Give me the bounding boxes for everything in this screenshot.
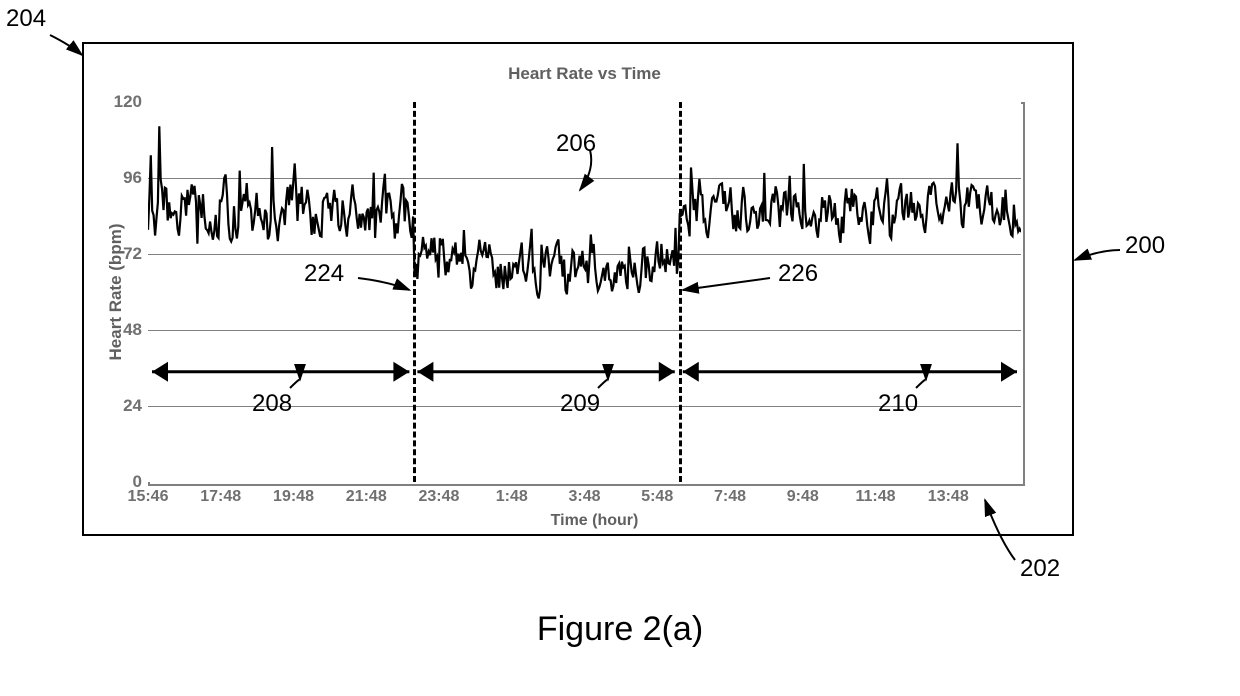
leader-line [50,35,82,55]
ytick-label: 96 [110,168,142,188]
xtick-label: 5:48 [641,488,673,506]
xtick-label: 19:48 [273,488,314,506]
callout-224: 224 [304,260,344,288]
xtick-label: 23:48 [419,488,460,506]
callout-208: 208 [252,390,292,418]
xtick-label: 1:48 [496,488,528,506]
callout-209: 209 [560,390,600,418]
callout-206: 206 [556,130,596,158]
callout-204: 204 [6,5,46,33]
xtick-label: 11:48 [855,488,895,506]
page: { "figure": { "caption": "Figure 2(a)", … [0,0,1240,696]
xtick-label: 13:48 [928,488,969,506]
segment-arrow [683,362,1017,382]
chart-svg [148,102,1021,482]
chart-title: Heart Rate vs Time [148,64,1021,84]
leader-line [1075,250,1120,260]
xtick-label: 21:48 [346,488,387,506]
xtick-label: 7:48 [714,488,746,506]
xtick-label: 17:48 [200,488,241,506]
callout-226: 226 [778,260,818,288]
callout-210: 210 [878,390,918,418]
ytick-label: 72 [110,244,142,264]
plot-area [148,102,1021,482]
segment-arrow [417,362,674,382]
xtick-label: 15:46 [128,488,169,506]
ytick-label: 48 [110,320,142,340]
xtick-label: 3:48 [568,488,600,506]
segment-arrow [152,362,409,382]
ytick-label: 24 [110,396,142,416]
callout-200: 200 [1125,232,1165,260]
xtick-label: 9:48 [787,488,819,506]
callout-202: 202 [1020,555,1060,583]
x-axis-label: Time (hour) [525,512,665,530]
figure-caption: Figure 2(a) [0,610,1240,649]
ytick-label: 120 [110,92,142,112]
